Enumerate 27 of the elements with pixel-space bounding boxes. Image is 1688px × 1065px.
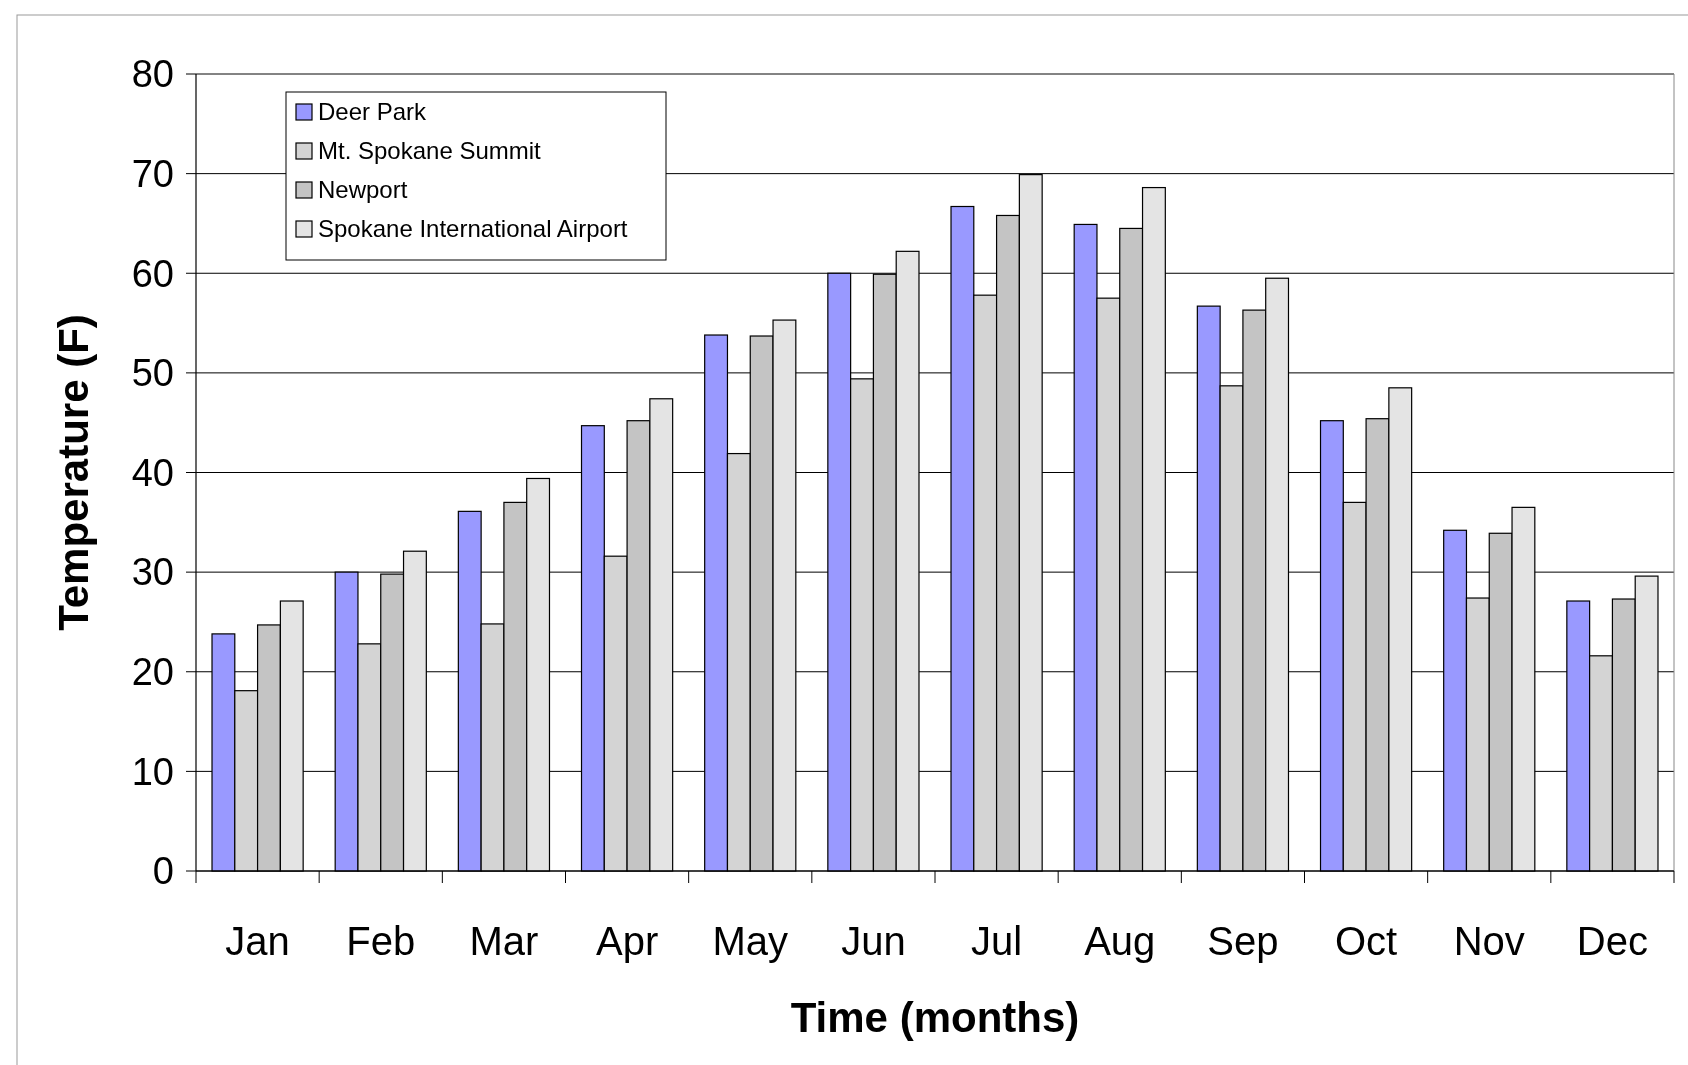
x-tick-label: Mar xyxy=(469,919,539,963)
y-tick-label: 10 xyxy=(131,750,174,793)
legend-label: Spokane International Airport xyxy=(318,215,628,243)
y-tick-label: 50 xyxy=(131,352,174,395)
y-tick-label: 20 xyxy=(131,651,174,694)
x-tick-label: May xyxy=(712,919,789,963)
x-tick-label: Oct xyxy=(1334,919,1398,963)
x-tick-label: Sep xyxy=(1207,919,1279,963)
y-tick-label: 80 xyxy=(131,53,174,96)
x-tick-label: Jan xyxy=(225,919,290,963)
x-tick-label: Aug xyxy=(1084,919,1156,963)
y-tick-label: 0 xyxy=(152,850,174,893)
x-tick-label: Nov xyxy=(1453,919,1525,963)
y-axis-title: Temperature (F) xyxy=(50,314,97,631)
legend-label: Newport xyxy=(318,176,408,204)
y-tick-label: 30 xyxy=(131,551,174,594)
x-axis-title: Time (months) xyxy=(790,994,1080,1041)
x-tick-label: Apr xyxy=(595,919,659,963)
y-tick-label: 70 xyxy=(131,152,174,195)
x-tick-label: Jul xyxy=(971,919,1023,963)
legend-label: Deer Park xyxy=(318,98,428,126)
y-tick-label: 60 xyxy=(131,252,174,295)
y-tick-label: 40 xyxy=(131,451,174,494)
x-tick-label: Feb xyxy=(346,919,416,963)
x-tick-label: Jun xyxy=(841,919,906,963)
x-tick-label: Dec xyxy=(1576,919,1648,963)
legend-label: Mt. Spokane Summit xyxy=(318,137,542,165)
